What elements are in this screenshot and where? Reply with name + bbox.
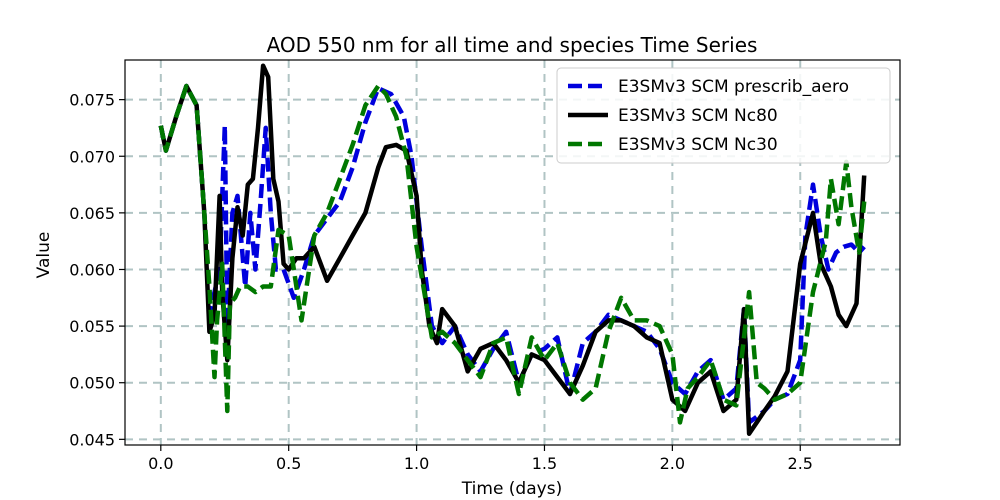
chart-title: AOD 550 nm for all time and species Time… <box>267 33 758 57</box>
x-tick-label: 1.0 <box>404 454 429 473</box>
x-axis-label: Time (days) <box>461 479 562 499</box>
y-axis-label: Value <box>34 232 54 279</box>
series-line-1 <box>158 63 867 436</box>
x-tick-label: 0.5 <box>276 454 301 473</box>
y-tick-label: 0.050 <box>69 374 115 393</box>
legend: E3SMv3 SCM prescrib_aero E3SMv3 SCM Nc80 E… <box>556 67 891 164</box>
x-tick-label: 2.5 <box>788 454 813 473</box>
y-tick-label: 0.065 <box>69 204 115 223</box>
legend-label-1: E3SMv3 SCM Nc80 <box>618 106 778 126</box>
y-tick-label: 0.070 <box>69 147 115 166</box>
plot-frame <box>124 59 901 446</box>
y-tick-label: 0.055 <box>69 317 115 336</box>
y-axis: 0.045 0.050 0.055 0.060 0.065 0.070 0.075 <box>69 91 125 449</box>
y-tick-label: 0.060 <box>69 260 115 279</box>
x-axis: 0.0 0.5 1.0 1.5 2.0 2.5 <box>148 445 813 473</box>
y-tick-label: 0.045 <box>69 430 115 449</box>
series-line-2 <box>158 83 867 425</box>
y-tick-label: 0.075 <box>69 91 115 110</box>
series-layer <box>158 63 867 436</box>
x-tick-label: 2.0 <box>660 454 685 473</box>
legend-box <box>556 67 891 164</box>
legend-label-0: E3SMv3 SCM prescrib_aero <box>618 77 849 97</box>
legend-label-2: E3SMv3 SCM Nc30 <box>618 135 778 155</box>
x-tick-label: 0.0 <box>148 454 173 473</box>
x-tick-label: 1.5 <box>532 454 557 473</box>
